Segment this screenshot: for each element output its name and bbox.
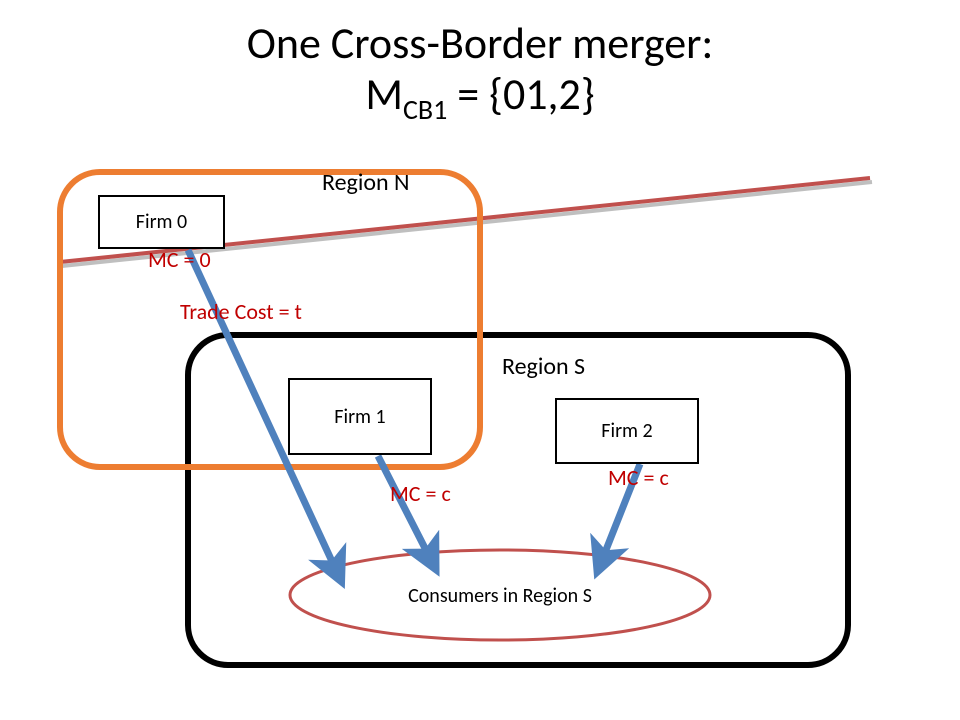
mc-firm2-label: MC = c xyxy=(608,464,669,491)
title-prefix: M xyxy=(365,67,403,121)
firm-1-label: Firm 1 xyxy=(334,405,385,429)
slide-title: One Cross-Border merger: MCB1 = {01,2} xyxy=(0,18,960,126)
firm-0-label: Firm 0 xyxy=(136,210,187,234)
consumers-ellipse xyxy=(290,550,710,640)
title-line2: MCB1 = {01,2} xyxy=(0,69,960,126)
title-line1: One Cross-Border merger: xyxy=(0,18,960,69)
firm-0-box: Firm 0 xyxy=(98,195,225,249)
firm-2-label: Firm 2 xyxy=(601,419,652,443)
arrow-firm1-to-consumers xyxy=(378,456,430,558)
region-n-label: Region N xyxy=(322,168,410,197)
diagram-stage: One Cross-Border merger: MCB1 = {01,2} C… xyxy=(0,0,960,720)
firm-2-box: Firm 2 xyxy=(555,398,699,464)
consumers-label: Consumers in Region S xyxy=(408,584,592,608)
mc-firm0-label: MC = 0 xyxy=(148,246,211,273)
firm-1-box: Firm 1 xyxy=(288,378,432,455)
region-s-label: Region S xyxy=(502,352,585,381)
region-s-box xyxy=(188,335,848,665)
title-subscript: CB1 xyxy=(403,91,447,126)
mc-firm1-label: MC = c xyxy=(390,480,451,507)
trade-cost-label: Trade Cost = t xyxy=(180,298,302,325)
title-suffix: = {01,2} xyxy=(447,67,594,121)
